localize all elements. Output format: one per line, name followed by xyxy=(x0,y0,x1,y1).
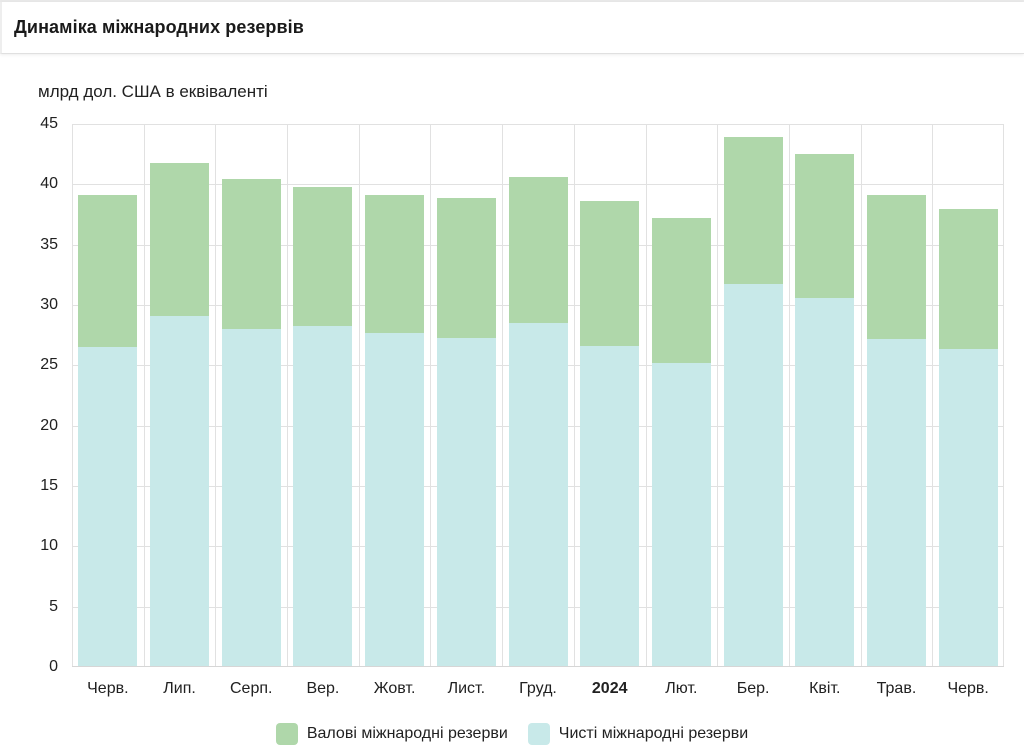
v-gridline-6 xyxy=(502,124,504,666)
chart-header: Динаміка міжнародних резервів xyxy=(0,2,1024,54)
y-axis-tick-10: 10 xyxy=(40,537,58,555)
x-axis-label: Жовт. xyxy=(373,680,416,697)
bar-group-Бер. xyxy=(723,123,783,666)
v-gridline-7 xyxy=(573,124,575,666)
v-gridline-1 xyxy=(143,124,145,666)
y-axis-tick-45: 45 xyxy=(40,115,58,132)
bar-group-2024 xyxy=(580,123,640,666)
bar-group-Квіт. xyxy=(795,123,855,666)
x-axis-label-year: 2024 xyxy=(591,680,628,697)
v-gridline-4 xyxy=(358,124,360,666)
net-reserves-bar[interactable] xyxy=(723,283,783,666)
v-gridline-8 xyxy=(645,124,647,666)
net-reserves-bar[interactable] xyxy=(580,346,640,666)
x-axis-label: Квіт. xyxy=(809,680,841,697)
net-reserves-bar[interactable] xyxy=(795,297,855,666)
h-gridline-45 xyxy=(72,124,1004,125)
legend-swatch-icon xyxy=(275,723,298,745)
x-axis-label: Лист. xyxy=(447,680,486,697)
x-axis-label: Лип. xyxy=(163,680,196,697)
net-reserves-bar[interactable] xyxy=(508,323,568,666)
net-reserves-bar[interactable] xyxy=(78,347,138,666)
net-reserves-bar[interactable] xyxy=(365,332,425,666)
bar-group-Жовт. xyxy=(365,123,425,666)
bar-group-Лип. xyxy=(150,123,210,666)
net-reserves-bar[interactable] xyxy=(436,337,496,666)
bar-group-Серп. xyxy=(221,123,281,666)
net-reserves-bar[interactable] xyxy=(938,348,998,666)
v-gridline-0 xyxy=(72,124,73,666)
x-axis-label: Груд. xyxy=(519,680,557,697)
page-title: Динаміка міжнародних резервів xyxy=(14,17,304,37)
net-reserves-bar[interactable] xyxy=(150,316,210,666)
plot-area xyxy=(72,124,1004,667)
net-reserves-bar[interactable] xyxy=(221,329,281,666)
y-axis-tick-30: 30 xyxy=(40,296,58,313)
v-gridline-11 xyxy=(860,124,862,666)
bar-group-Лют. xyxy=(651,123,711,666)
legend-label: Валові міжнародні резерви xyxy=(306,725,508,742)
y-axis-tick-25: 25 xyxy=(40,356,58,374)
v-gridline-9 xyxy=(717,124,719,666)
x-axis-label: Бер. xyxy=(736,680,770,697)
bar-group-Черв. xyxy=(78,123,138,666)
bar-group-Лист. xyxy=(436,123,496,666)
bar-group-Черв. xyxy=(938,123,998,666)
bar-group-Трав. xyxy=(866,123,926,666)
x-axis-label: Черв. xyxy=(947,680,989,697)
net-reserves-bar[interactable] xyxy=(866,339,926,666)
v-gridline-3 xyxy=(287,124,289,666)
y-axis-tick-20: 20 xyxy=(40,416,58,434)
net-reserves-bar[interactable] xyxy=(651,363,711,666)
x-axis-label: Вер. xyxy=(306,680,340,697)
v-gridline-12 xyxy=(932,124,934,666)
y-axis-unit-label: млрд дол. США в еквіваленті xyxy=(38,82,268,101)
x-axis-label: Серп. xyxy=(229,680,273,697)
v-gridline-5 xyxy=(430,124,432,666)
y-axis-tick-5: 5 xyxy=(49,597,58,615)
y-axis-tick-15: 15 xyxy=(40,477,58,494)
legend-item-net-reserves[interactable]: Чисті міжнародні резерви xyxy=(527,723,749,745)
bar-group-Груд. xyxy=(508,123,568,666)
v-gridline-2 xyxy=(215,124,217,666)
chart-legend: Валові міжнародні резерви Чисті міжнародн… xyxy=(0,723,1024,745)
x-axis-label: Лют. xyxy=(665,680,698,697)
v-gridline-10 xyxy=(788,124,790,666)
legend-label: Чисті міжнародні резерви xyxy=(558,725,749,742)
net-reserves-bar[interactable] xyxy=(293,325,353,666)
legend-swatch-icon xyxy=(527,723,550,745)
x-axis-label: Трав. xyxy=(876,680,917,697)
bar-group-Вер. xyxy=(293,123,353,666)
v-gridline-13 xyxy=(1003,124,1004,666)
y-axis-tick-40: 40 xyxy=(40,175,58,193)
legend-item-gross-reserves[interactable]: Валові міжнародні резерви xyxy=(275,723,508,745)
y-axis-tick-35: 35 xyxy=(40,235,58,253)
y-axis-tick-0: 0 xyxy=(49,658,58,675)
x-axis-label: Черв. xyxy=(87,680,129,697)
